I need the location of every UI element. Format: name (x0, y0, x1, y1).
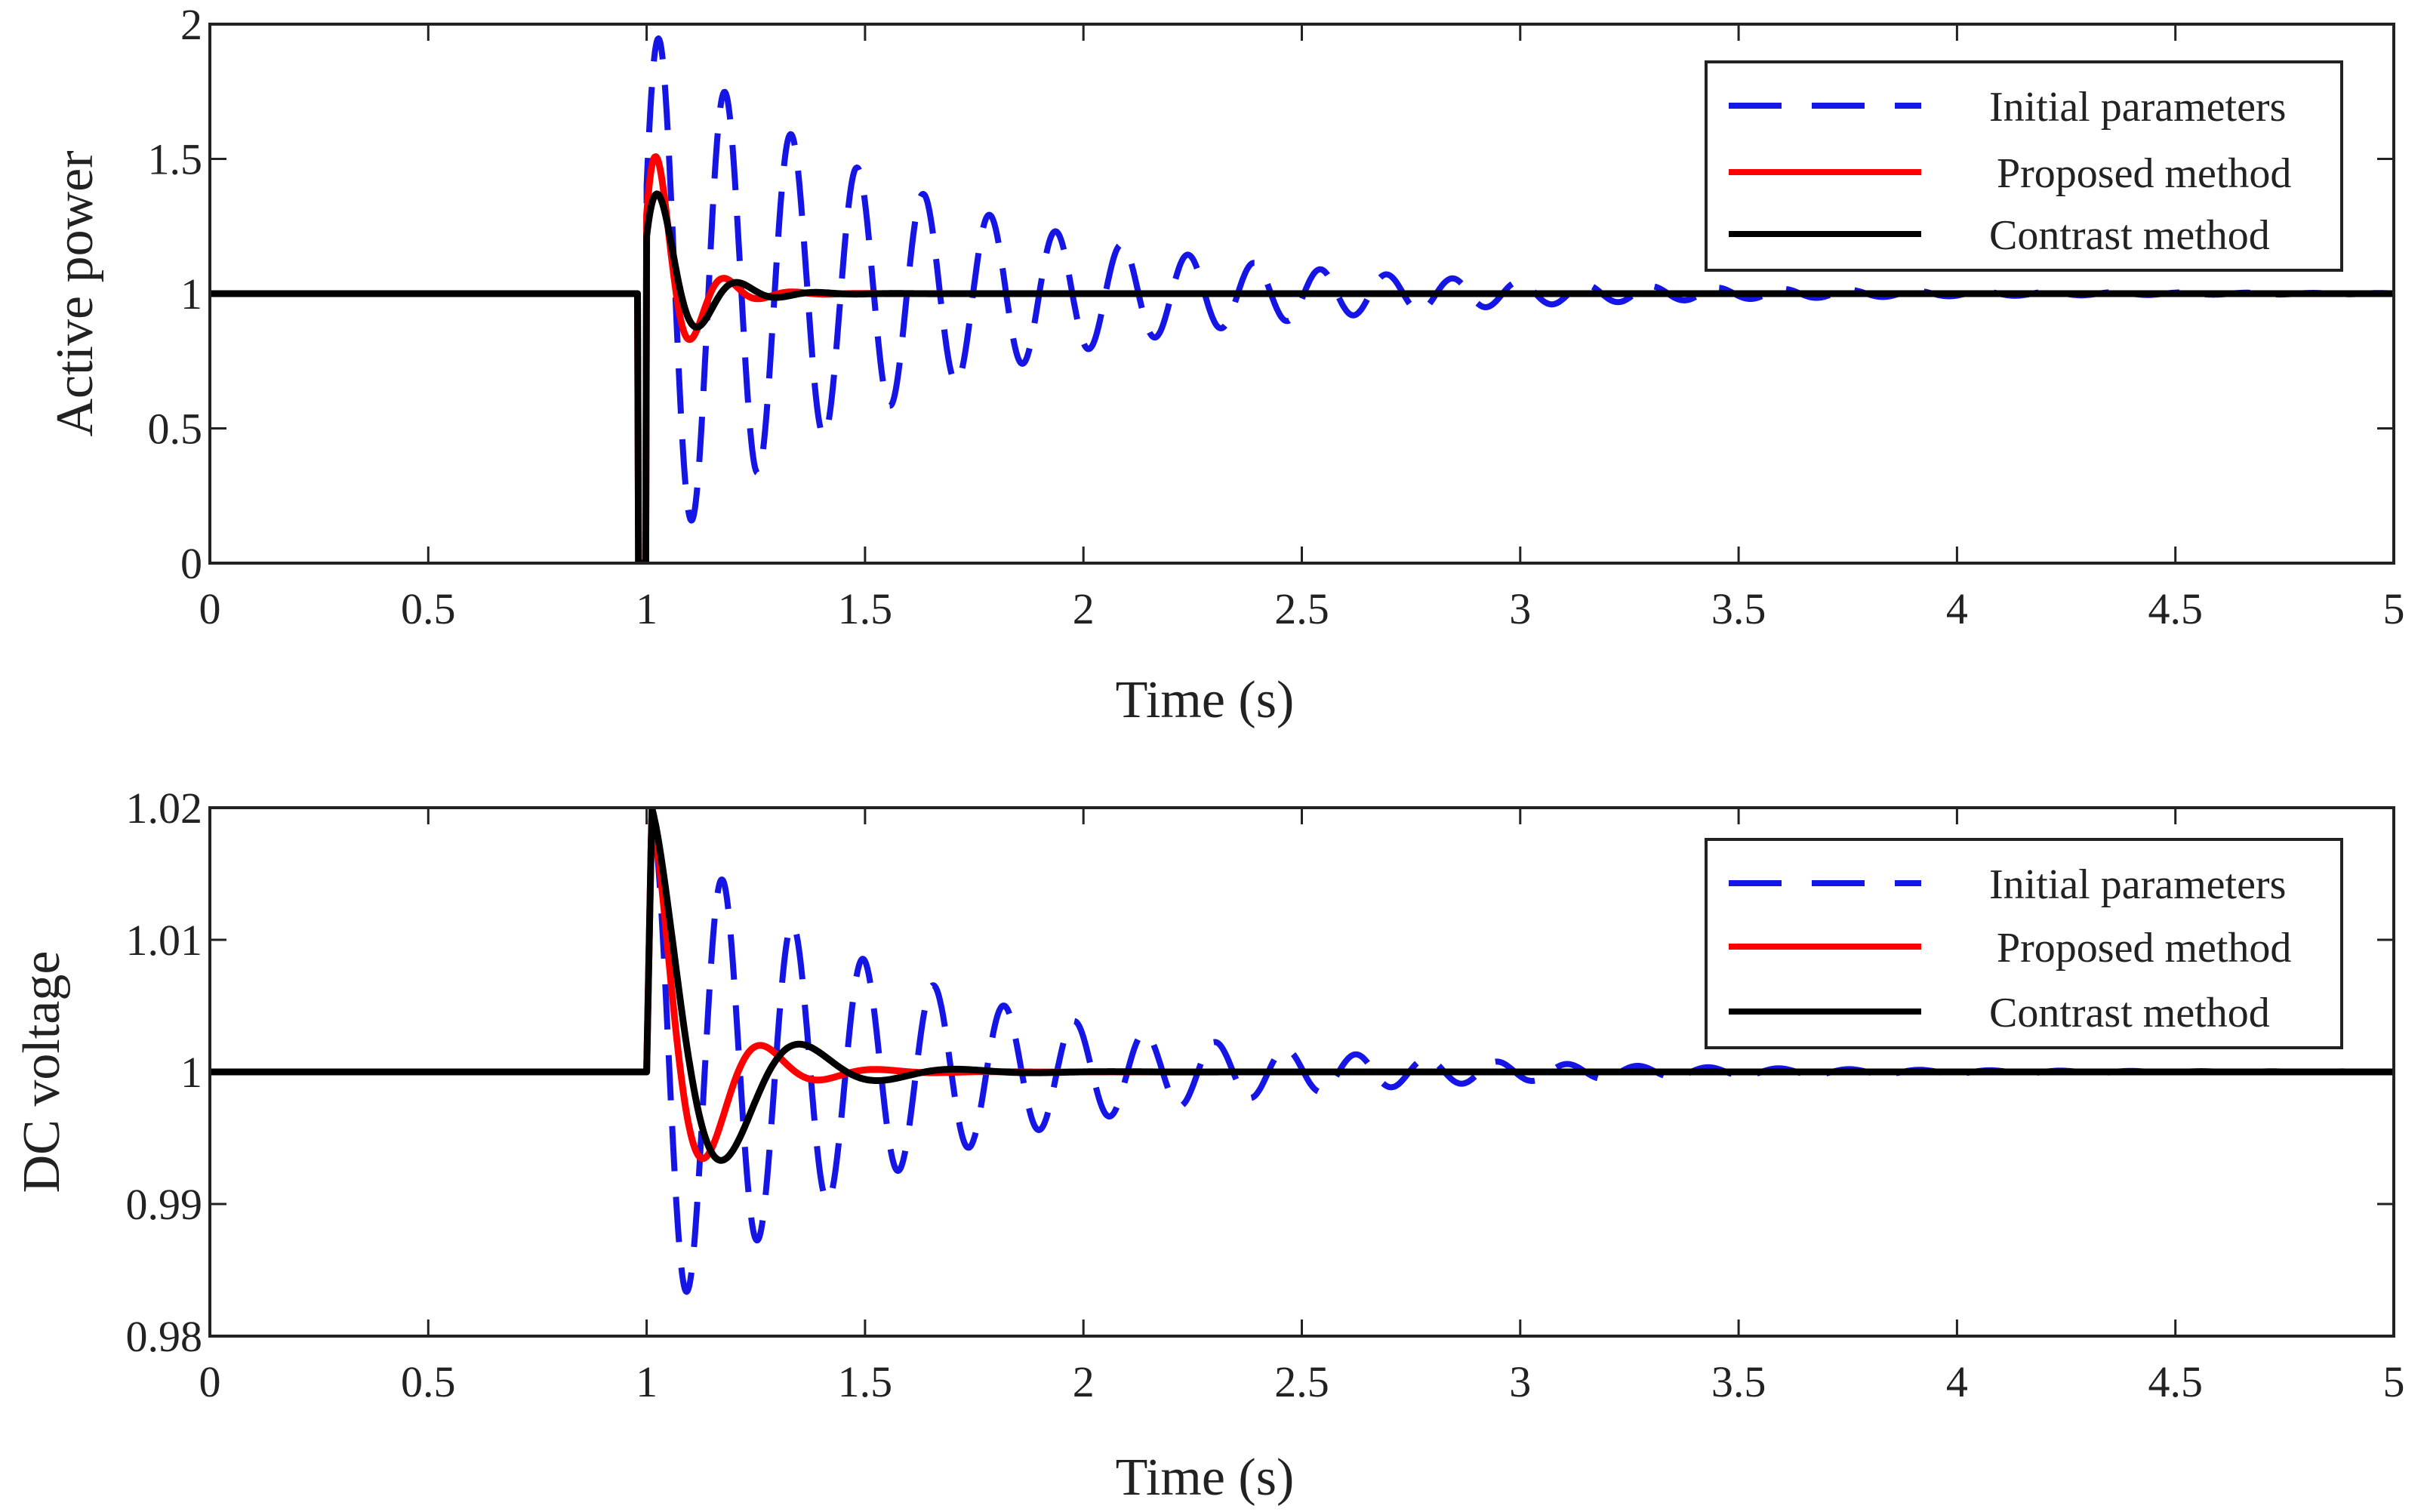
x-tick-label: 4.5 (2148, 584, 2203, 633)
legend-label-proposed: Proposed method (1997, 150, 2291, 197)
active-power-series (210, 35, 2394, 563)
y-tick-label: 1 (180, 1048, 202, 1097)
legend-label-contrast: Contrast method (1989, 990, 2270, 1036)
y-tick-label: 1.02 (126, 784, 203, 833)
x-tick-label: 0.5 (401, 1357, 456, 1406)
legend-label-initial: Initial parameters (1989, 861, 2286, 908)
active-power-tick-labels: 0 0.5 1 1.5 2 2.5 3 3.5 4 4.5 5 0 0.5 1 1.5 2 (148, 0, 2405, 633)
x-tick-label: 0 (199, 584, 221, 633)
dc-voltage-series (210, 808, 2394, 1295)
dc-voltage-legend: Initial parameters Proposed method Contr… (1705, 838, 2343, 1049)
x-tick-label: 0 (199, 1357, 221, 1406)
x-tick-label: 5 (2383, 584, 2405, 633)
legend-label-contrast: Contrast method (1989, 212, 2270, 259)
x-tick-label: 3 (1509, 1357, 1531, 1406)
x-tick-label: 5 (2383, 1357, 2405, 1406)
dc-voltage-y-axis-title: DC voltage (13, 951, 71, 1193)
y-tick-label: 1 (180, 269, 202, 319)
x-tick-label: 2 (1073, 1357, 1095, 1406)
x-tick-label: 1.5 (838, 1357, 893, 1406)
dc-voltage-plot-frame (208, 806, 2395, 1338)
series-line-contrast-method (210, 190, 2394, 563)
x-tick-label: 1 (636, 584, 658, 633)
x-tick-label: 4 (1946, 584, 1968, 633)
y-tick-label: 1.01 (126, 916, 203, 965)
x-tick-label: 2.5 (1274, 1357, 1329, 1406)
active-power-x-axis-title: Time (s) (1116, 671, 1295, 729)
active-power-legend: Initial parameters Proposed method Contr… (1705, 60, 2343, 272)
x-tick-label: 3 (1509, 584, 1531, 633)
active-power-chart: 0 0.5 1 1.5 2 2.5 3 3.5 4 4.5 500.511.52 Time (s) … (46, 0, 2405, 729)
y-tick-label: 0.99 (126, 1180, 203, 1229)
y-tick-label: 1.5 (148, 135, 203, 184)
x-tick-label: 1 (636, 1357, 658, 1406)
x-tick-label: 4.5 (2148, 1357, 2203, 1406)
legend-label-proposed: Proposed method (1997, 925, 2291, 972)
y-tick-label: 0 (180, 539, 202, 588)
y-tick-label: 0.5 (148, 405, 203, 454)
x-tick-label: 4 (1946, 1357, 1968, 1406)
dc-voltage-x-axis-title: Time (s) (1116, 1449, 1295, 1507)
active-power-plot-frame (208, 23, 2395, 565)
dc-voltage-chart: 0 0.5 1 1.5 2 2.5 3 3.5 4 4.5 5 0.98 0.99 1 1.01 1.02 T… (13, 784, 2405, 1507)
y-tick-label: 0.98 (126, 1312, 203, 1361)
x-tick-label: 2.5 (1274, 584, 1329, 633)
x-tick-label: 1.5 (838, 584, 893, 633)
x-tick-label: 2 (1073, 584, 1095, 633)
legend-label-initial: Initial parameters (1989, 84, 2286, 131)
dc-voltage-tick-labels: 0 0.5 1 1.5 2 2.5 3 3.5 4 4.5 5 0.98 0.99 1 1.01 1.02 (126, 784, 2405, 1406)
series-line-contrast-method (210, 808, 2394, 1164)
active-power-y-axis-title: Active power (46, 150, 104, 436)
x-tick-label: 0.5 (401, 584, 456, 633)
x-tick-label: 3.5 (1711, 584, 1766, 633)
y-tick-label: 2 (180, 0, 202, 49)
x-tick-label: 3.5 (1711, 1357, 1766, 1406)
